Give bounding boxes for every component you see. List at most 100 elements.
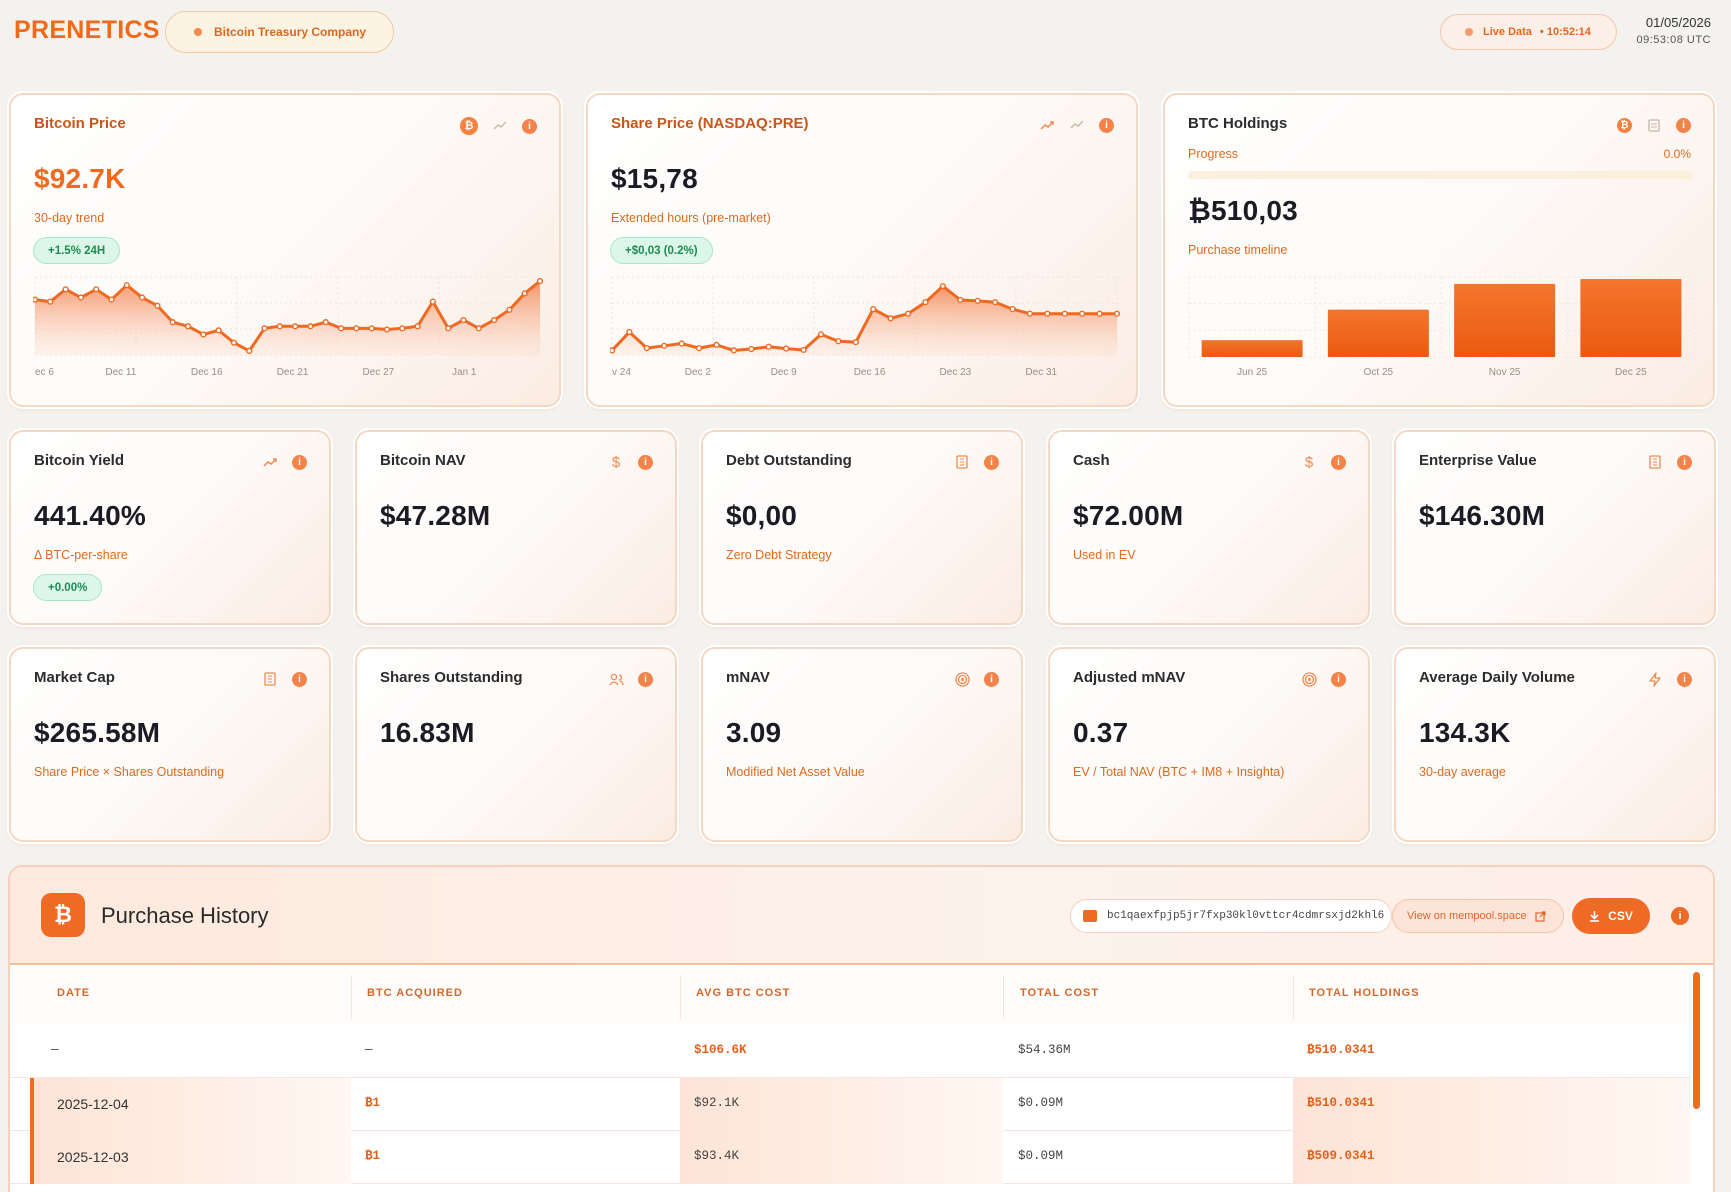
- data-point[interactable]: [368, 325, 375, 332]
- info-icon[interactable]: i: [292, 671, 307, 687]
- data-point[interactable]: [475, 325, 482, 332]
- data-point[interactable]: [870, 306, 877, 313]
- data-point[interactable]: [506, 306, 513, 313]
- data-point[interactable]: [383, 326, 391, 333]
- data-point[interactable]: [292, 323, 299, 330]
- data-point[interactable]: [1079, 310, 1086, 317]
- data-point[interactable]: [93, 286, 100, 293]
- column-header[interactable]: TOTAL HOLDINGS: [1309, 987, 1420, 999]
- column-header[interactable]: DATE: [57, 987, 91, 999]
- data-point[interactable]: [521, 290, 528, 297]
- data-point[interactable]: [490, 317, 498, 324]
- data-point[interactable]: [230, 339, 238, 346]
- bar[interactable]: [1327, 309, 1429, 357]
- data-point[interactable]: [817, 331, 825, 338]
- trending-up-icon[interactable]: [1039, 117, 1055, 133]
- data-point[interactable]: [322, 319, 329, 326]
- data-point[interactable]: [783, 345, 790, 352]
- data-point[interactable]: [246, 347, 253, 354]
- data-point[interactable]: [414, 323, 421, 330]
- data-point[interactable]: [1096, 310, 1103, 317]
- data-point[interactable]: [200, 331, 207, 338]
- data-point[interactable]: [904, 310, 912, 317]
- bar[interactable]: [1454, 283, 1556, 357]
- data-point[interactable]: [1061, 310, 1068, 317]
- data-point[interactable]: [1044, 310, 1051, 317]
- data-point[interactable]: [610, 347, 616, 354]
- info-icon[interactable]: i: [1331, 671, 1346, 687]
- data-point[interactable]: [939, 283, 946, 290]
- info-icon[interactable]: i: [1677, 454, 1692, 470]
- column-header[interactable]: TOTAL COST: [1020, 987, 1100, 999]
- info-icon[interactable]: i: [522, 118, 537, 134]
- info-icon[interactable]: i: [1671, 907, 1689, 925]
- building-icon[interactable]: [954, 454, 970, 470]
- csv-download-button[interactable]: CSV: [1572, 898, 1650, 934]
- mempool-link[interactable]: View on mempool.space: [1392, 899, 1564, 933]
- info-icon[interactable]: i: [1676, 117, 1691, 133]
- bitcoin-icon[interactable]: ₿: [1617, 117, 1632, 133]
- data-point[interactable]: [713, 341, 720, 349]
- info-icon[interactable]: i: [1099, 117, 1114, 133]
- data-point[interactable]: [643, 345, 650, 352]
- data-point[interactable]: [748, 345, 755, 353]
- line-chart-icon[interactable]: [492, 118, 508, 134]
- data-point[interactable]: [276, 323, 283, 330]
- data-point[interactable]: [77, 294, 85, 301]
- target-icon[interactable]: [1301, 671, 1317, 687]
- bar[interactable]: [1580, 279, 1682, 357]
- data-point[interactable]: [307, 323, 314, 330]
- data-point[interactable]: [123, 282, 130, 289]
- data-point[interactable]: [992, 299, 999, 306]
- data-point[interactable]: [1113, 310, 1121, 317]
- data-point[interactable]: [184, 323, 192, 330]
- wallet-address[interactable]: bc1qaexfpjp5jr7fxp30kl0vttcr4cdmrsxjd2kh…: [1070, 899, 1392, 933]
- data-point[interactable]: [33, 296, 39, 303]
- data-point[interactable]: [261, 325, 268, 332]
- info-icon[interactable]: i: [1677, 671, 1692, 687]
- info-icon[interactable]: i: [638, 671, 653, 687]
- data-point[interactable]: [108, 296, 115, 303]
- bolt-icon[interactable]: [1647, 671, 1663, 687]
- table-scrollbar[interactable]: [1693, 972, 1700, 1109]
- info-icon[interactable]: i: [984, 454, 999, 470]
- data-point[interactable]: [169, 319, 176, 326]
- data-point[interactable]: [626, 328, 633, 336]
- data-point[interactable]: [445, 325, 452, 332]
- dollar-icon[interactable]: $: [1304, 453, 1314, 471]
- table-row[interactable]: 2025-12-03 ₿1 $93.4K $0.09M ₿509.0341: [10, 1131, 1690, 1184]
- column-header[interactable]: AVG BTC COST: [696, 987, 791, 999]
- data-point[interactable]: [1026, 310, 1034, 317]
- data-point[interactable]: [695, 345, 703, 352]
- target-icon[interactable]: [954, 671, 970, 687]
- table-row[interactable]: — — $106.6K $54.36M ₿510.0341: [10, 1025, 1690, 1078]
- data-point[interactable]: [536, 278, 544, 285]
- data-point[interactable]: [353, 325, 360, 332]
- info-icon[interactable]: i: [1331, 454, 1346, 470]
- data-point[interactable]: [922, 299, 929, 306]
- data-point[interactable]: [765, 343, 772, 350]
- column-header[interactable]: BTC ACQUIRED: [367, 987, 463, 999]
- info-icon[interactable]: i: [638, 454, 653, 470]
- info-icon[interactable]: i: [984, 671, 999, 687]
- data-point[interactable]: [399, 325, 406, 332]
- data-point[interactable]: [62, 286, 69, 293]
- info-icon[interactable]: i: [292, 454, 307, 470]
- trend-icon[interactable]: [262, 454, 278, 470]
- data-point[interactable]: [154, 302, 161, 309]
- data-point[interactable]: [852, 339, 859, 346]
- data-point[interactable]: [957, 296, 964, 304]
- data-point[interactable]: [661, 342, 668, 349]
- data-point[interactable]: [730, 347, 737, 354]
- building-icon[interactable]: [262, 671, 278, 687]
- building-icon[interactable]: [1647, 454, 1663, 470]
- data-point[interactable]: [460, 317, 467, 324]
- data-point[interactable]: [429, 298, 436, 305]
- data-point[interactable]: [835, 338, 842, 345]
- users-icon[interactable]: [608, 671, 624, 687]
- data-point[interactable]: [215, 327, 222, 334]
- document-icon[interactable]: [1646, 117, 1662, 133]
- table-row[interactable]: 2025-12-04 ₿1 $92.1K $0.09M ₿510.0341: [10, 1078, 1690, 1131]
- data-point[interactable]: [337, 325, 345, 332]
- bitcoin-icon[interactable]: ₿: [460, 117, 478, 135]
